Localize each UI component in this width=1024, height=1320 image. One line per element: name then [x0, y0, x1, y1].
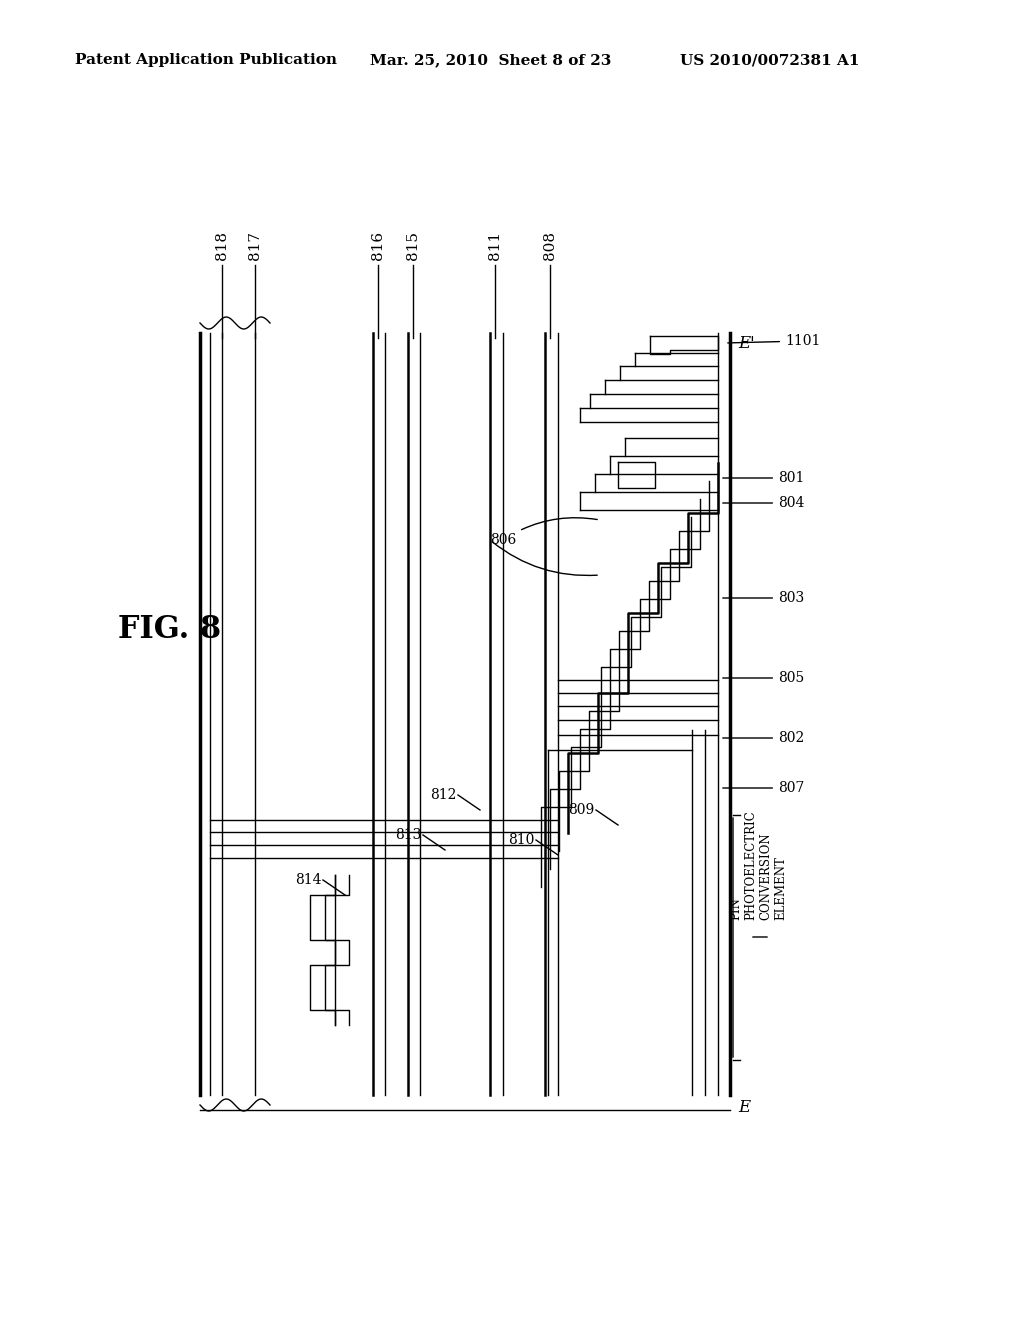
- Text: 812: 812: [430, 788, 457, 803]
- Text: 807: 807: [723, 781, 805, 795]
- Text: 817: 817: [248, 231, 262, 260]
- Text: 808: 808: [543, 231, 557, 260]
- Text: 806: 806: [490, 517, 597, 546]
- Text: FIG. 8: FIG. 8: [118, 615, 221, 645]
- Text: 815: 815: [406, 231, 420, 260]
- Text: PIN
PHOTOELECTRIC
CONVERSION
ELEMENT: PIN PHOTOELECTRIC CONVERSION ELEMENT: [729, 810, 787, 920]
- Text: 816: 816: [371, 231, 385, 260]
- Text: 810: 810: [508, 833, 535, 847]
- Text: 811: 811: [488, 231, 502, 260]
- Text: US 2010/0072381 A1: US 2010/0072381 A1: [680, 53, 859, 67]
- Text: 1101: 1101: [728, 334, 820, 348]
- Text: 813: 813: [395, 828, 421, 842]
- Text: 805: 805: [723, 671, 804, 685]
- Text: E: E: [738, 1098, 751, 1115]
- Text: 803: 803: [723, 591, 804, 605]
- Text: Patent Application Publication: Patent Application Publication: [75, 53, 337, 67]
- Text: 814: 814: [295, 873, 322, 887]
- Text: E': E': [738, 334, 755, 351]
- Text: 809: 809: [568, 803, 594, 817]
- Text: 818: 818: [215, 231, 229, 260]
- Text: Mar. 25, 2010  Sheet 8 of 23: Mar. 25, 2010 Sheet 8 of 23: [370, 53, 611, 67]
- Text: 804: 804: [723, 496, 805, 510]
- Text: 801: 801: [723, 471, 805, 484]
- Text: 802: 802: [723, 731, 804, 744]
